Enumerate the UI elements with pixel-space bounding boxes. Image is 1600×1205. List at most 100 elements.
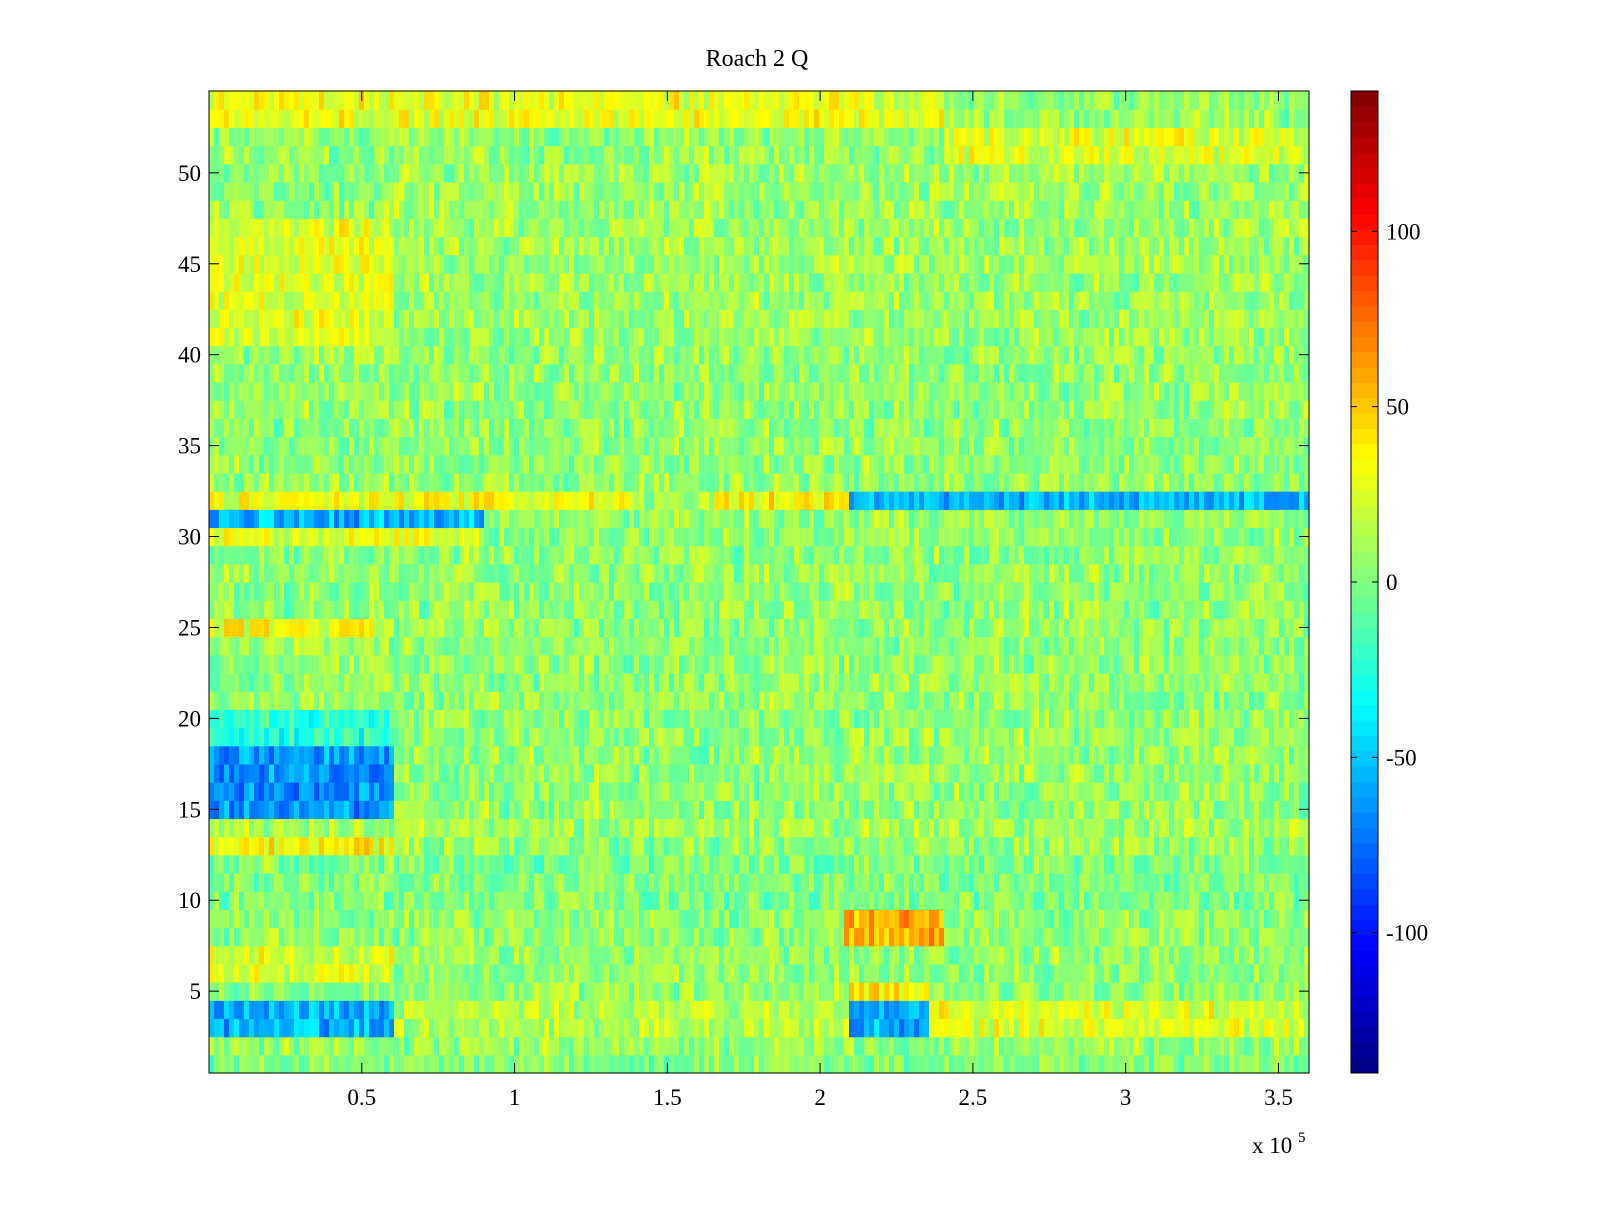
heatmap-cell [599,909,605,929]
heatmap-cell [1049,891,1055,910]
heatmap-cell [1059,982,1065,1001]
heatmap-cell [974,1036,980,1056]
heatmap-cell [1134,945,1140,965]
heatmap-cell [404,872,410,892]
heatmap-cell [274,1054,280,1074]
heatmap-cell [854,745,860,765]
heatmap-cell [624,872,630,892]
heatmap-cell [709,782,715,801]
heatmap-cell [1229,1018,1235,1038]
heatmap-cell [1249,818,1255,838]
heatmap-cell [974,727,980,747]
heatmap-cell [429,763,435,783]
heatmap-cell [344,1054,350,1074]
heatmap-cell [1119,963,1125,983]
heatmap-cell [534,800,540,820]
heatmap-cell [1074,891,1080,910]
heatmap-cell [919,691,925,710]
heatmap-cell [869,654,875,674]
heatmap-cell [359,927,365,947]
heatmap-cell [289,672,295,692]
heatmap-cell [709,818,715,838]
heatmap-cell [1004,963,1010,983]
heatmap-cell [889,1054,895,1074]
heatmap-cell [1094,800,1100,820]
heatmap-cell [1099,1018,1105,1038]
heatmap-cell [684,763,690,783]
heatmap-cell [959,654,965,674]
heatmap-cell [1119,872,1125,892]
heatmap-cell [829,909,835,929]
heatmap-cell [994,891,1000,910]
heatmap-cell [309,818,315,838]
heatmap-cell [504,854,510,874]
heatmap-cell [509,782,515,801]
heatmap-cell [674,654,680,674]
heatmap-cell [464,745,470,765]
heatmap-cell [1174,745,1180,765]
heatmap-cell [529,763,535,783]
heatmap-cell [749,854,755,874]
heatmap-cell [414,891,420,910]
heatmap-cell [469,1036,475,1056]
heatmap-cell [949,1000,955,1020]
heatmap-cell [1124,763,1130,783]
heatmap-cell [899,727,905,747]
heatmap-cell [709,963,715,983]
heatmap-cell [544,891,550,910]
heatmap-cell [944,891,950,910]
heatmap-cell [824,1018,830,1038]
heatmap-cell [699,1036,705,1056]
heatmap-cell [1074,727,1080,747]
heatmap-cell [1089,782,1095,801]
heatmap-cell [949,654,955,674]
heatmap-cell [384,709,390,729]
heatmap-cell [974,709,980,729]
heatmap-cell [1144,727,1150,747]
heatmap-cell [474,909,480,929]
heatmap-cell [1029,891,1035,910]
heatmap-cell [234,854,240,874]
heatmap-cell [329,854,335,874]
heatmap-cell [974,800,980,820]
heatmap-cell [814,782,820,801]
heatmap-cell [494,927,500,947]
heatmap-cell [684,745,690,765]
heatmap-cell [649,818,655,838]
heatmap-cell [659,691,665,710]
heatmap-cell [774,818,780,838]
heatmap-cell [1254,909,1260,929]
heatmap-cell [524,982,530,1001]
heatmap-cell [799,763,805,783]
heatmap-cell [464,836,470,856]
heatmap-cell [874,727,880,747]
heatmap-cell [339,982,345,1001]
heatmap-cell [769,1018,775,1038]
heatmap-cell [709,654,715,674]
heatmap-cell [984,963,990,983]
heatmap-cell [839,818,845,838]
heatmap-cell [474,945,480,965]
heatmap-cell [1069,1000,1075,1020]
heatmap-cell [934,709,940,729]
heatmap-cell [799,782,805,801]
heatmap-cell [1209,963,1215,983]
heatmap-cell [659,963,665,983]
heatmap-cell [529,782,535,801]
heatmap-cell [1074,963,1080,983]
heatmap-cell [929,927,935,947]
heatmap-cell [619,672,625,692]
heatmap-cell [469,691,475,710]
heatmap-cell [1129,691,1135,710]
heatmap-cell [734,927,740,947]
heatmap-cell [1199,818,1205,838]
heatmap-cell [894,800,900,820]
heatmap-cell [944,963,950,983]
heatmap-cell [504,763,510,783]
heatmap-cell [669,1000,675,1020]
heatmap-cell [524,891,530,910]
heatmap-cell [759,782,765,801]
heatmap-cell [424,709,430,729]
heatmap-cell [949,763,955,783]
heatmap-cell [519,1000,525,1020]
